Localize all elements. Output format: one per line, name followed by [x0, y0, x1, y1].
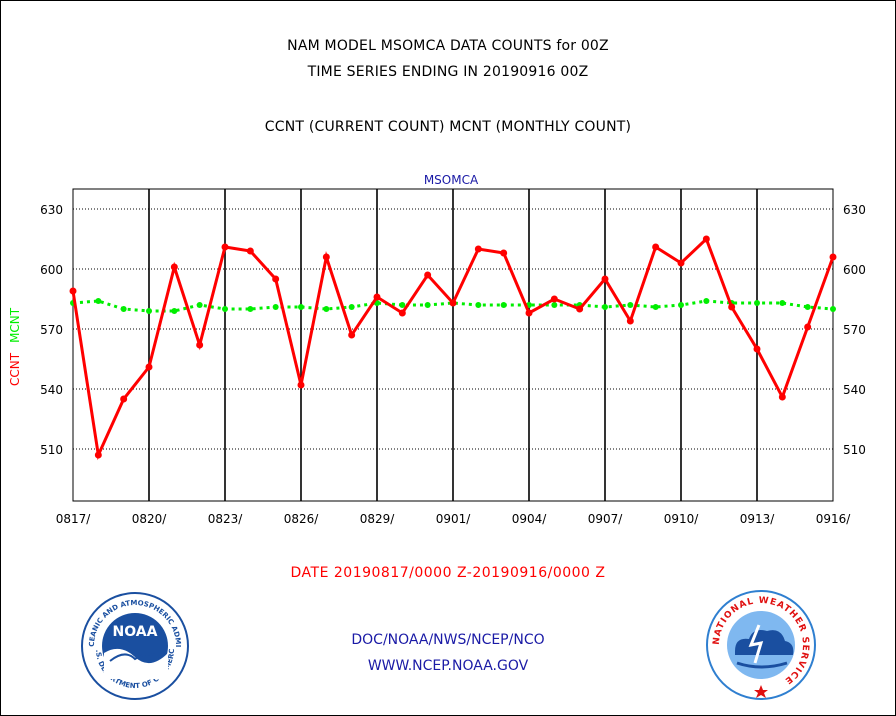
ccnt-point [424, 271, 432, 279]
mcnt-point [703, 298, 710, 304]
noaa-text: NOAA [113, 624, 158, 640]
ccnt-point [348, 331, 356, 339]
y-axis-label-mcnt: MCNT [8, 307, 22, 343]
ccnt-point [474, 245, 482, 253]
website-link[interactable]: WWW.NCEP.NOAA.GOV [367, 658, 529, 674]
mcnt-point [652, 304, 659, 310]
ccnt-point [728, 303, 736, 311]
ccnt-point [500, 249, 508, 257]
ccnt-point [677, 259, 685, 267]
mcnt-point [551, 302, 558, 308]
x-tick-label: 0904/ [512, 512, 548, 526]
series-ccnt [69, 235, 837, 461]
mcnt-point [500, 302, 507, 308]
x-tick-label: 0907/ [588, 512, 624, 526]
x-tick-label: 0901/ [436, 512, 472, 526]
ccnt-point [778, 393, 786, 401]
ccnt-point [373, 293, 381, 301]
x-tick-label: 0913/ [740, 512, 776, 526]
ccnt-point [246, 247, 254, 255]
x-tick-labels: 0817/0820/0823/0826/0829/0901/0904/0907/… [56, 512, 852, 526]
y-axis-label: CCNT MCNT [8, 307, 22, 386]
y-tick-label-right: 630 [843, 203, 866, 217]
y-tick-label-right: 600 [843, 263, 866, 277]
mcnt-point [602, 304, 608, 310]
mcnt-point [146, 308, 152, 314]
ccnt-point [626, 317, 634, 325]
y-tick-label-right: 570 [843, 323, 866, 337]
chart-title-line1: NAM MODEL MSOMCA DATA COUNTS for 00Z [287, 38, 609, 54]
y-tick-label-left: 630 [40, 203, 63, 217]
mcnt-point [399, 302, 406, 308]
date-range: DATE 20190817/0000 Z-20190916/0000 Z [290, 565, 606, 581]
ccnt-point [702, 235, 710, 243]
mcnt-point [830, 306, 836, 312]
y-tick-label-left: 510 [40, 443, 63, 457]
mcnt-point [475, 302, 482, 308]
ccnt-point [221, 243, 229, 251]
grid-lines [73, 208, 833, 450]
ccnt-point [601, 275, 609, 283]
y-tick-label-left: 600 [40, 263, 63, 277]
x-tick-label: 0829/ [360, 512, 396, 526]
ccnt-point [576, 305, 584, 313]
chart-title-line2: TIME SERIES ENDING IN 20190916 00Z [307, 64, 589, 80]
x-tick-label: 0823/ [208, 512, 244, 526]
ccnt-point [753, 345, 761, 353]
mcnt-point [779, 300, 786, 306]
ccnt-point [449, 299, 457, 307]
ccnt-point [398, 309, 406, 317]
mcnt-point [95, 298, 102, 304]
mcnt-point [196, 302, 203, 308]
plot-title: MSOMCA [424, 173, 479, 187]
mcnt-point [323, 306, 330, 312]
ccnt-point [196, 341, 204, 349]
ccnt-point [652, 243, 660, 251]
y-tick-label-left: 540 [40, 383, 63, 397]
ccnt-point [804, 323, 812, 331]
x-tick-label: 0910/ [664, 512, 700, 526]
mcnt-point [424, 302, 431, 308]
y-tick-label-right: 510 [843, 443, 866, 457]
plot-border [72, 188, 834, 502]
ccnt-point [550, 295, 558, 303]
y-tick-label-left: 570 [40, 323, 63, 337]
chart-subtitle: CCNT (CURRENT COUNT) MCNT (MONTHLY COUNT… [264, 119, 632, 135]
ccnt-point [829, 253, 837, 261]
x-tick-label: 0916/ [816, 512, 852, 526]
y-axis-label-ccnt: CCNT [8, 352, 22, 386]
mcnt-point [678, 302, 684, 308]
mcnt-point [120, 306, 127, 312]
mcnt-point [171, 308, 178, 314]
mcnt-point [348, 304, 355, 310]
nws-logo: NATIONAL WEATHER SERVICE [706, 590, 816, 700]
vertical-grid-lines [148, 189, 758, 501]
mcnt-point [272, 304, 279, 310]
ccnt-point [525, 309, 533, 317]
ccnt-point [272, 275, 280, 283]
y-tick-labels: 510 510 540 540 570 570 600 600 630 630 [40, 203, 866, 457]
ccnt-point [69, 287, 77, 295]
mcnt-point [754, 300, 760, 306]
ccnt-point [170, 263, 178, 271]
mcnt-point [298, 304, 304, 310]
y-axis-label-text: CCNT MCNT [8, 307, 22, 386]
noaa-logo: NATIONAL OCEANIC AND ATMOSPHERIC ADMINIS… [80, 591, 189, 700]
mcnt-point [247, 306, 254, 312]
ccnt-point [145, 363, 153, 371]
x-tick-label: 0817/ [56, 512, 92, 526]
x-tick-label: 0820/ [132, 512, 168, 526]
ccnt-point [322, 253, 330, 261]
y-tick-label-right: 540 [843, 383, 866, 397]
mcnt-point [222, 306, 228, 312]
mcnt-point [627, 302, 634, 308]
x-tick-label: 0826/ [284, 512, 320, 526]
ccnt-point [120, 395, 128, 403]
mcnt-point [804, 304, 811, 310]
ccnt-point [94, 451, 102, 459]
org-path: DOC/NOAA/NWS/NCEP/NCO [351, 632, 545, 648]
ccnt-point [297, 381, 305, 389]
